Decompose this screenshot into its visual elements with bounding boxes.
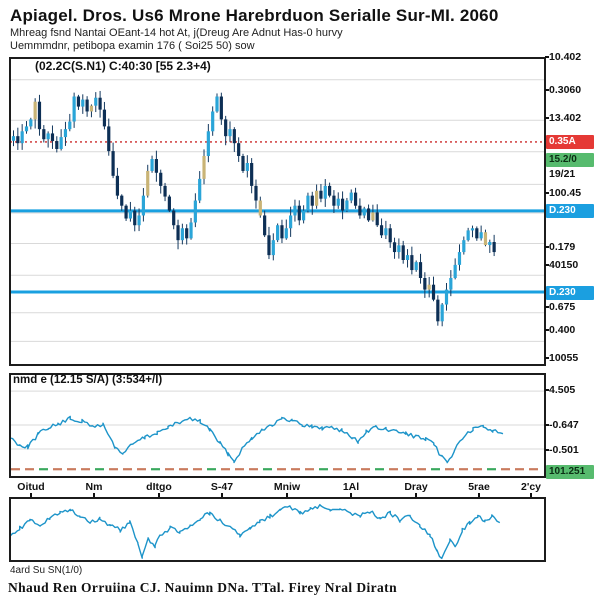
right-axis-label: 100.45	[549, 187, 582, 199]
x-axis-label: 5rae	[468, 481, 490, 493]
x-axis-row: Oitud Nm dItgo S-47 Mniw 1Al Dray 5rae 2'cy	[9, 478, 546, 497]
x-axis-tick	[158, 493, 160, 497]
right-axis-label: -0.501	[549, 444, 579, 456]
x-axis-label: Nm	[85, 481, 103, 493]
x-axis-tick	[93, 493, 95, 497]
x-axis-label: dItgo	[146, 481, 172, 493]
right-axis-label: -0.647	[549, 419, 579, 431]
right-axis-label: 0.3060	[549, 84, 582, 96]
price-level-badge: D.230	[546, 286, 594, 300]
x-axis-tick	[415, 493, 417, 497]
right-axis-label: 10.402	[549, 51, 582, 63]
footer-text: Nhaud Ren Orruiina CJ. Nauimn DNa. TTal.…	[8, 580, 397, 595]
right-axis-label: 4.505	[549, 384, 576, 396]
chart-subtitle-2: Uemmmdnr, petibopa examin 176 ( Soi25 50…	[10, 40, 255, 52]
right-axis-label: 10055	[549, 352, 579, 364]
x-axis-tick	[286, 493, 288, 497]
x-axis-label: 1Al	[342, 481, 360, 493]
right-axis-label: 19/21	[549, 168, 576, 180]
price-level-badge: D.230	[546, 204, 594, 218]
right-axis-label: 0.400	[549, 324, 576, 336]
x-axis-label: 2'cy	[520, 481, 542, 493]
right-axis-label: 0.179	[549, 241, 576, 253]
indicator1-label: nmd e (12.15 S/A) (3:534+/l)	[13, 374, 163, 386]
x-axis-label: S-47	[210, 481, 234, 493]
x-axis-label: Dray	[404, 481, 428, 493]
price-legend: (02.2C(S.N1) C:40:30 [55 2.3+4)	[35, 59, 211, 73]
price-level-badge: 15.2/0	[546, 153, 594, 167]
x-axis-tick	[221, 493, 223, 497]
x-axis-tick	[350, 493, 352, 497]
right-axis-label: 40150	[549, 259, 579, 271]
x-axis-tick	[530, 493, 532, 497]
price-panel: (02.2C(S.N1) C:40:30 [55 2.3+4)	[9, 57, 546, 366]
chart-subtitle-1: Mhreag fsnd Nantai OEant-14 hot At, j(Dr…	[10, 27, 343, 39]
candlestick-chart	[9, 57, 546, 366]
right-axis-label: 13.402	[549, 112, 582, 124]
x-axis-tick	[30, 493, 32, 497]
price-level-badge: 0.35A	[546, 135, 594, 149]
indicator1-panel: nmd e (12.15 S/A) (3:534+/l)	[9, 373, 546, 478]
x-axis-tick	[478, 493, 480, 497]
price-level-badge: 101.251	[546, 465, 594, 479]
indicator2-label: 4ard Su SN(1/0)	[10, 565, 83, 576]
indicator2-panel	[9, 497, 546, 562]
oscillator1-chart	[9, 373, 546, 478]
x-axis-label: Oitud	[17, 481, 45, 493]
x-axis-label: Mniw	[273, 481, 301, 493]
right-axis-label: 0.675	[549, 301, 576, 313]
oscillator2-chart	[9, 497, 546, 562]
chart-title: Apiagel. Dros. Us6 Mrone Harebrduon Seri…	[10, 6, 499, 25]
